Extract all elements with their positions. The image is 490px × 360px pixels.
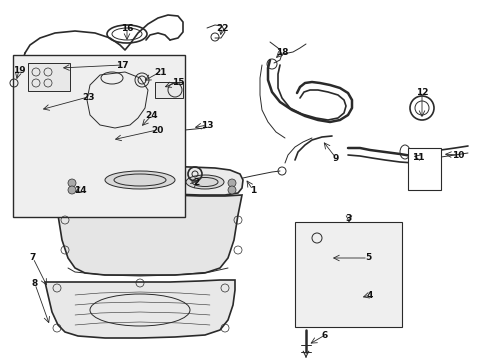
Text: 20: 20 [151,126,163,135]
Text: 12: 12 [416,87,428,96]
Text: 13: 13 [201,121,213,130]
Text: 23: 23 [82,93,94,102]
Text: 14: 14 [74,185,86,194]
Text: 24: 24 [146,111,158,120]
Text: 15: 15 [172,77,184,86]
Text: 11: 11 [412,153,424,162]
Text: 9: 9 [333,153,339,162]
Text: 5: 5 [365,253,371,262]
Polygon shape [55,194,242,275]
Polygon shape [45,280,235,338]
Bar [13,55,185,217]
Text: 3: 3 [346,213,352,222]
Text: 4: 4 [367,291,373,300]
Circle shape [68,179,76,187]
Circle shape [228,179,236,187]
Bar [28,63,70,91]
Bar [408,148,441,190]
Text: 8: 8 [32,279,38,288]
Text: 18: 18 [276,48,288,57]
Bar [295,222,402,327]
Text: 22: 22 [216,23,228,32]
Text: 21: 21 [154,68,166,77]
Text: 1: 1 [250,185,256,194]
Text: 17: 17 [116,60,128,69]
Polygon shape [62,166,243,195]
Ellipse shape [105,171,175,189]
Circle shape [228,186,236,194]
Bar [155,82,183,98]
Text: 10: 10 [452,150,464,159]
Circle shape [68,186,76,194]
Text: 7: 7 [30,253,36,262]
Text: 16: 16 [121,23,133,32]
Text: 19: 19 [13,66,25,75]
Ellipse shape [186,175,224,189]
Text: 2: 2 [193,177,199,186]
Text: 6: 6 [322,330,328,339]
